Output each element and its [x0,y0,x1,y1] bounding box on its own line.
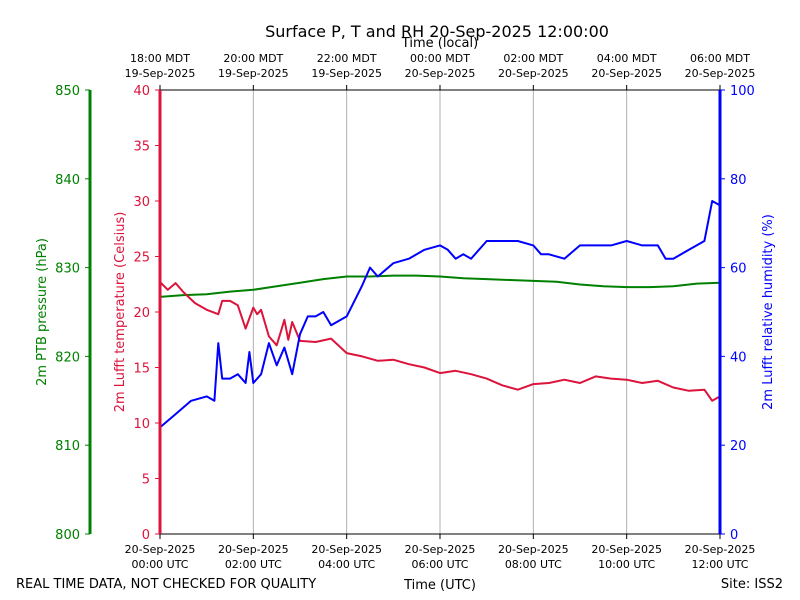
pressure-axis-label: 2m PTB pressure (hPa) [35,238,50,386]
temperature-tick-label: 30 [133,195,150,210]
bottom-time-utc-label: 04:00 UTC [318,558,375,571]
bottom-time-date-label: 20-Sep-2025 [218,543,289,556]
chart-title: Surface P, T and RH 20-Sep-2025 12:00:00 [265,22,609,41]
pressure-tick-label: 830 [55,262,80,277]
temperature-tick-label: 40 [133,84,150,99]
temperature-tick-label: 35 [133,140,150,155]
bottom-time-utc-label: 12:00 UTC [691,558,748,571]
top-time-date-label: 20-Sep-2025 [498,67,569,80]
temperature-tick-label: 10 [133,417,150,432]
top-time-date-label: 19-Sep-2025 [311,67,382,80]
temperature-tick-label: 20 [133,306,150,321]
humidity-axis-label: 2m Lufft relative humidity (%) [761,214,776,410]
bottom-time-date-label: 20-Sep-2025 [591,543,662,556]
bottom-time-utc-label: 10:00 UTC [598,558,655,571]
bottom-time-date-label: 20-Sep-2025 [498,543,569,556]
pressure-tick-label: 850 [55,84,80,99]
axes-layer: 0 5 10 15 20 25 30 35 40 800 810 820 830 840 850 0 20 40 6… [55,52,755,571]
bottom-time-date-label: 20-Sep-2025 [311,543,382,556]
top-time-date-label: 20-Sep-2025 [685,67,756,80]
bottom-axis-label: Time (UTC) [403,578,476,593]
temperature-tick-label: 0 [142,528,150,543]
series-layer [159,200,721,429]
pressure-series-line [159,274,721,298]
top-time-date-label: 19-Sep-2025 [218,67,289,80]
temperature-tick-label: 15 [133,362,150,377]
humidity-tick-label: 60 [730,262,747,277]
quality-footer: REAL TIME DATA, NOT CHECKED FOR QUALITY [16,577,316,592]
top-time-mdt-label: 02:00 MDT [503,52,563,65]
bottom-time-date-label: 20-Sep-2025 [685,543,756,556]
bottom-time-utc-label: 06:00 UTC [411,558,468,571]
top-time-mdt-label: 06:00 MDT [690,52,750,65]
pressure-tick-label: 840 [55,173,80,188]
bottom-time-date-label: 20-Sep-2025 [125,543,196,556]
humidity-series-line [159,200,721,429]
top-time-mdt-label: 00:00 MDT [410,52,470,65]
site-footer: Site: ISS2 [721,577,783,592]
top-time-mdt-label: 18:00 MDT [130,52,190,65]
bottom-time-utc-label: 08:00 UTC [505,558,562,571]
temperature-tick-label: 25 [133,251,150,266]
top-time-mdt-label: 20:00 MDT [223,52,283,65]
temperature-axis-label: 2m Lufft temperature (Celsius) [113,212,128,413]
humidity-tick-label: 40 [730,350,747,365]
pressure-tick-label: 820 [55,350,80,365]
top-time-mdt-label: 22:00 MDT [317,52,377,65]
top-time-mdt-label: 04:00 MDT [597,52,657,65]
top-axis-label: Time (local) [401,36,478,51]
bottom-time-date-label: 20-Sep-2025 [405,543,476,556]
top-time-date-label: 20-Sep-2025 [591,67,662,80]
humidity-tick-label: 0 [730,528,738,543]
top-time-date-label: 19-Sep-2025 [125,67,196,80]
grid [252,90,628,534]
humidity-tick-label: 20 [730,439,747,454]
pressure-tick-label: 800 [55,528,80,543]
bottom-time-utc-label: 02:00 UTC [225,558,282,571]
humidity-tick-label: 80 [730,173,747,188]
temperature-tick-label: 5 [142,473,150,488]
temperature-series-line [159,281,721,402]
pressure-tick-label: 810 [55,439,80,454]
bottom-time-utc-label: 00:00 UTC [131,558,188,571]
humidity-tick-label: 100 [730,84,755,99]
top-time-date-label: 20-Sep-2025 [405,67,476,80]
